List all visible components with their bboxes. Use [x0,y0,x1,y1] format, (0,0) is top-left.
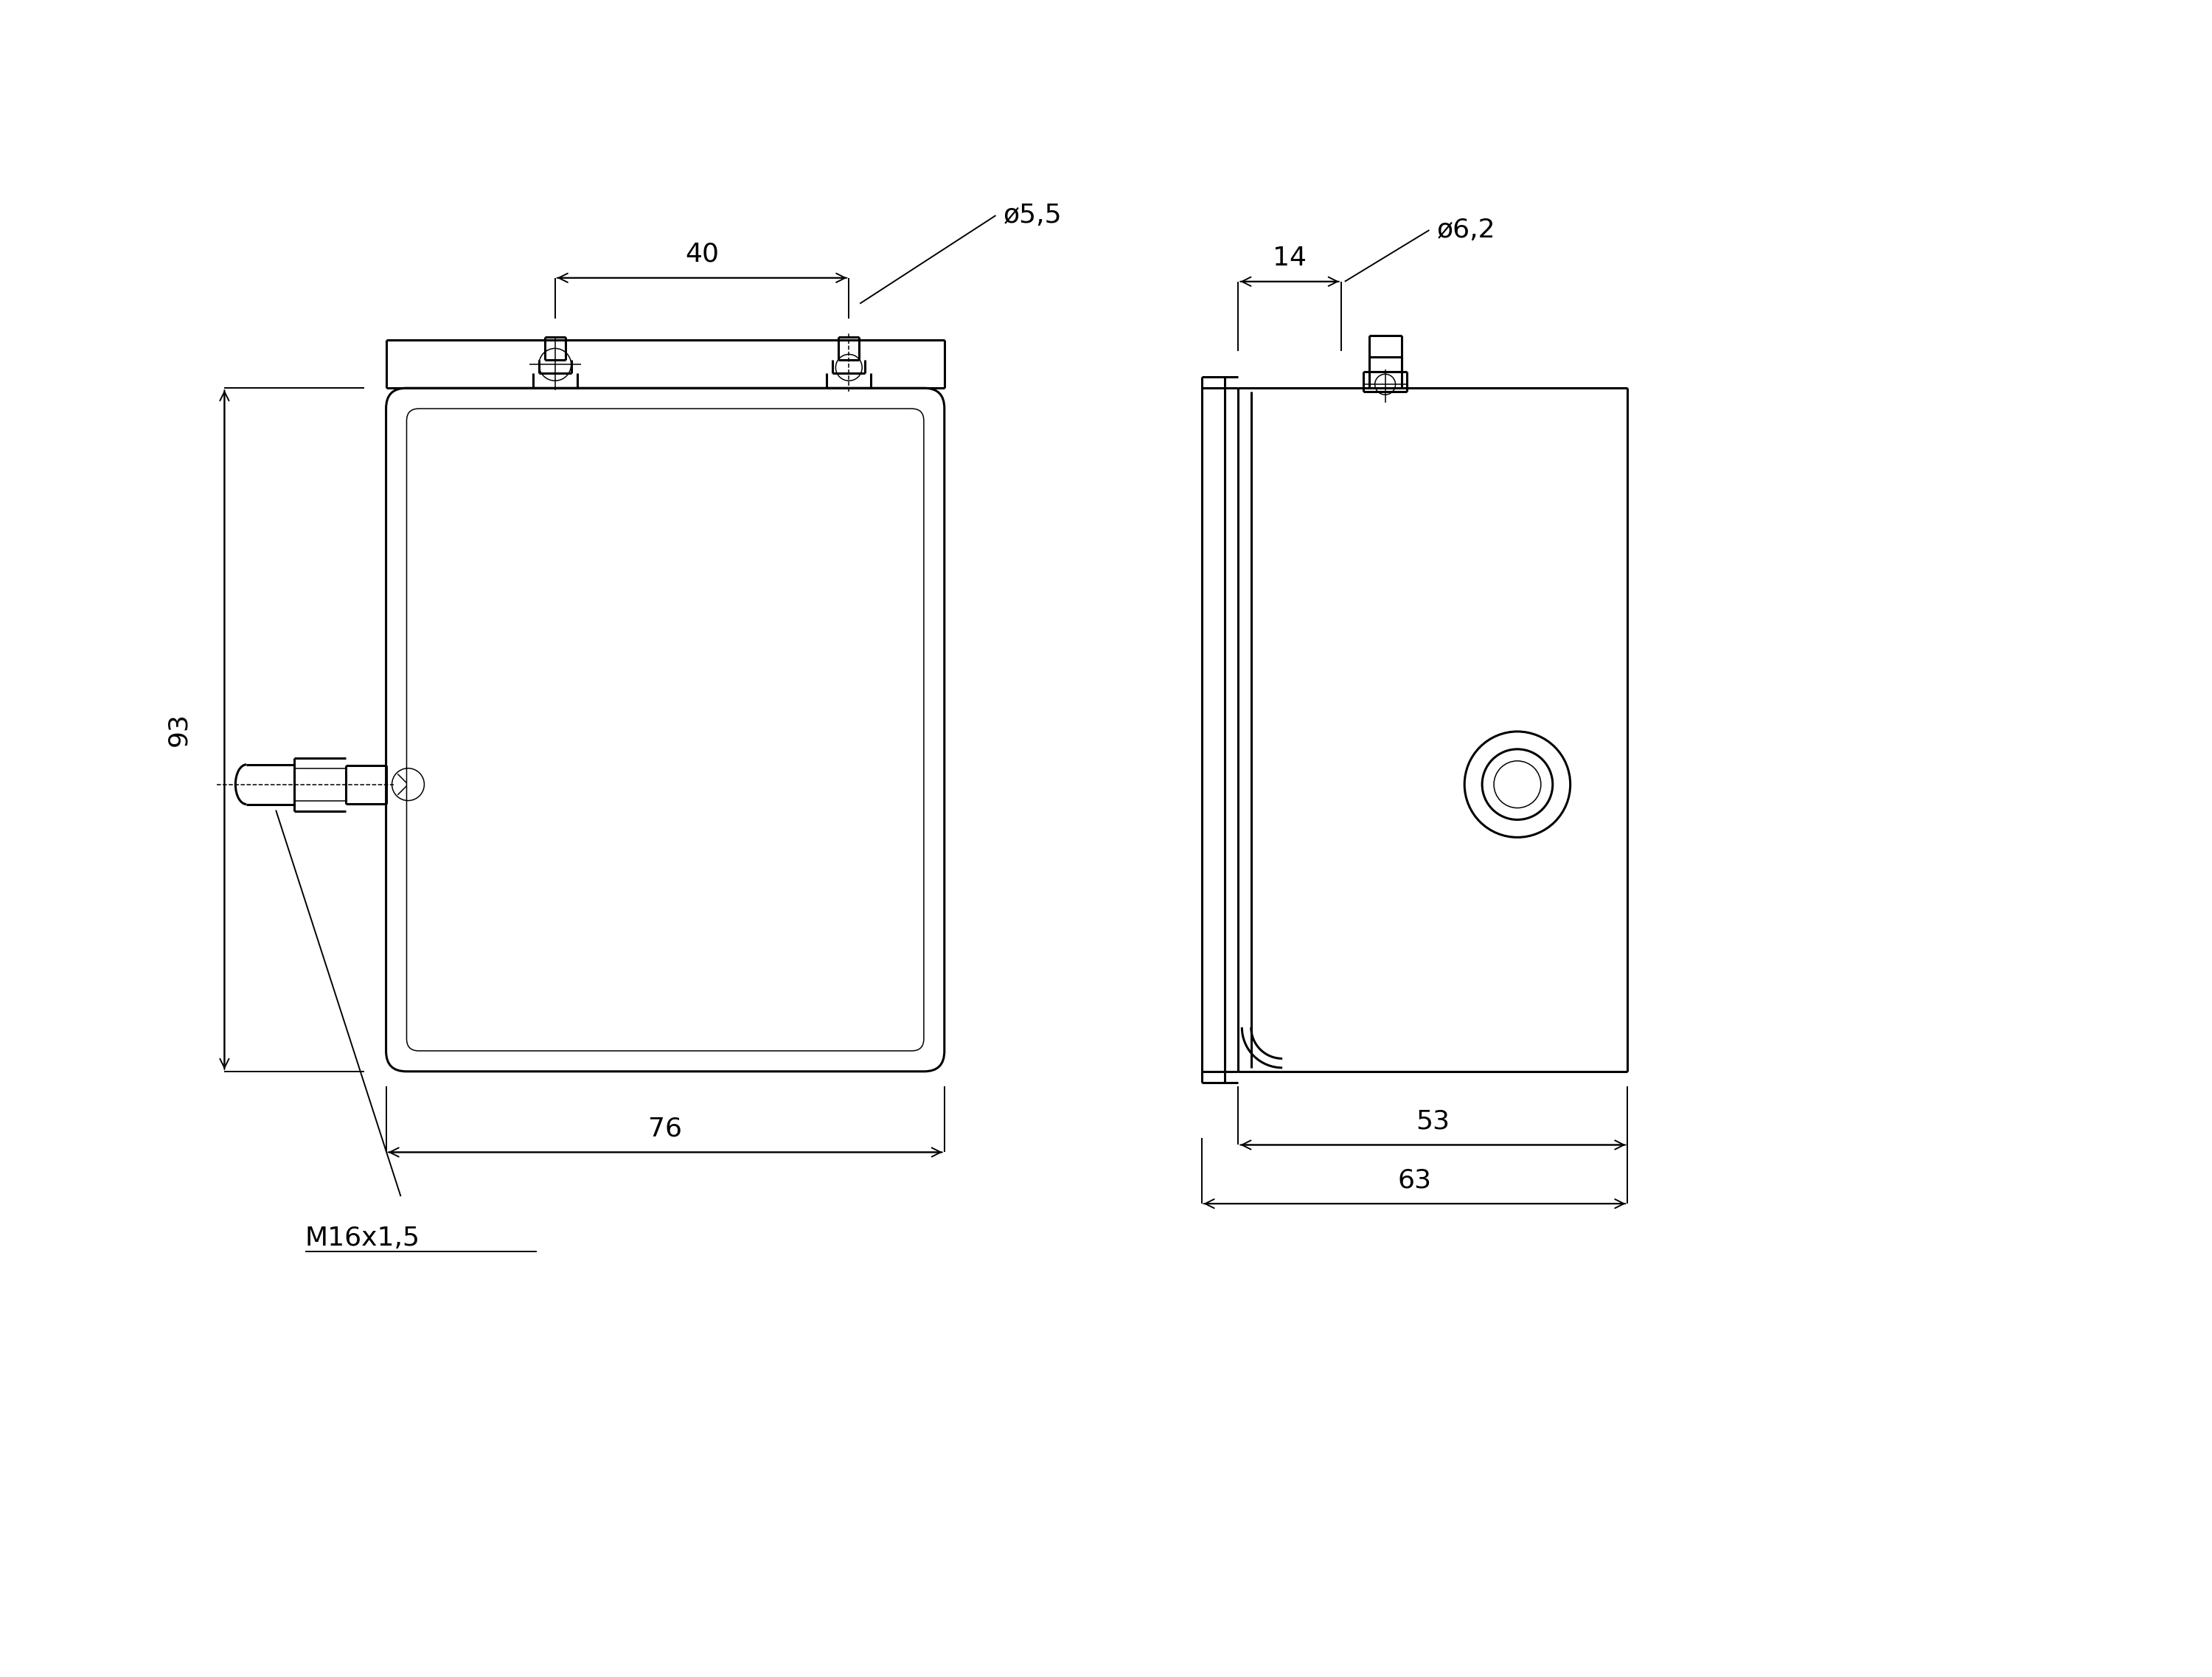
Text: 76: 76 [648,1117,681,1142]
Text: ø6,2: ø6,2 [1436,218,1495,243]
Text: 53: 53 [1416,1108,1449,1134]
Text: M16x1,5: M16x1,5 [305,1226,420,1251]
Text: 93: 93 [166,713,192,746]
FancyBboxPatch shape [387,387,945,1072]
Text: 40: 40 [686,241,719,267]
Text: ø5,5: ø5,5 [1004,203,1062,228]
FancyBboxPatch shape [407,409,925,1051]
Text: 63: 63 [1398,1167,1431,1192]
Text: 14: 14 [1272,245,1307,270]
